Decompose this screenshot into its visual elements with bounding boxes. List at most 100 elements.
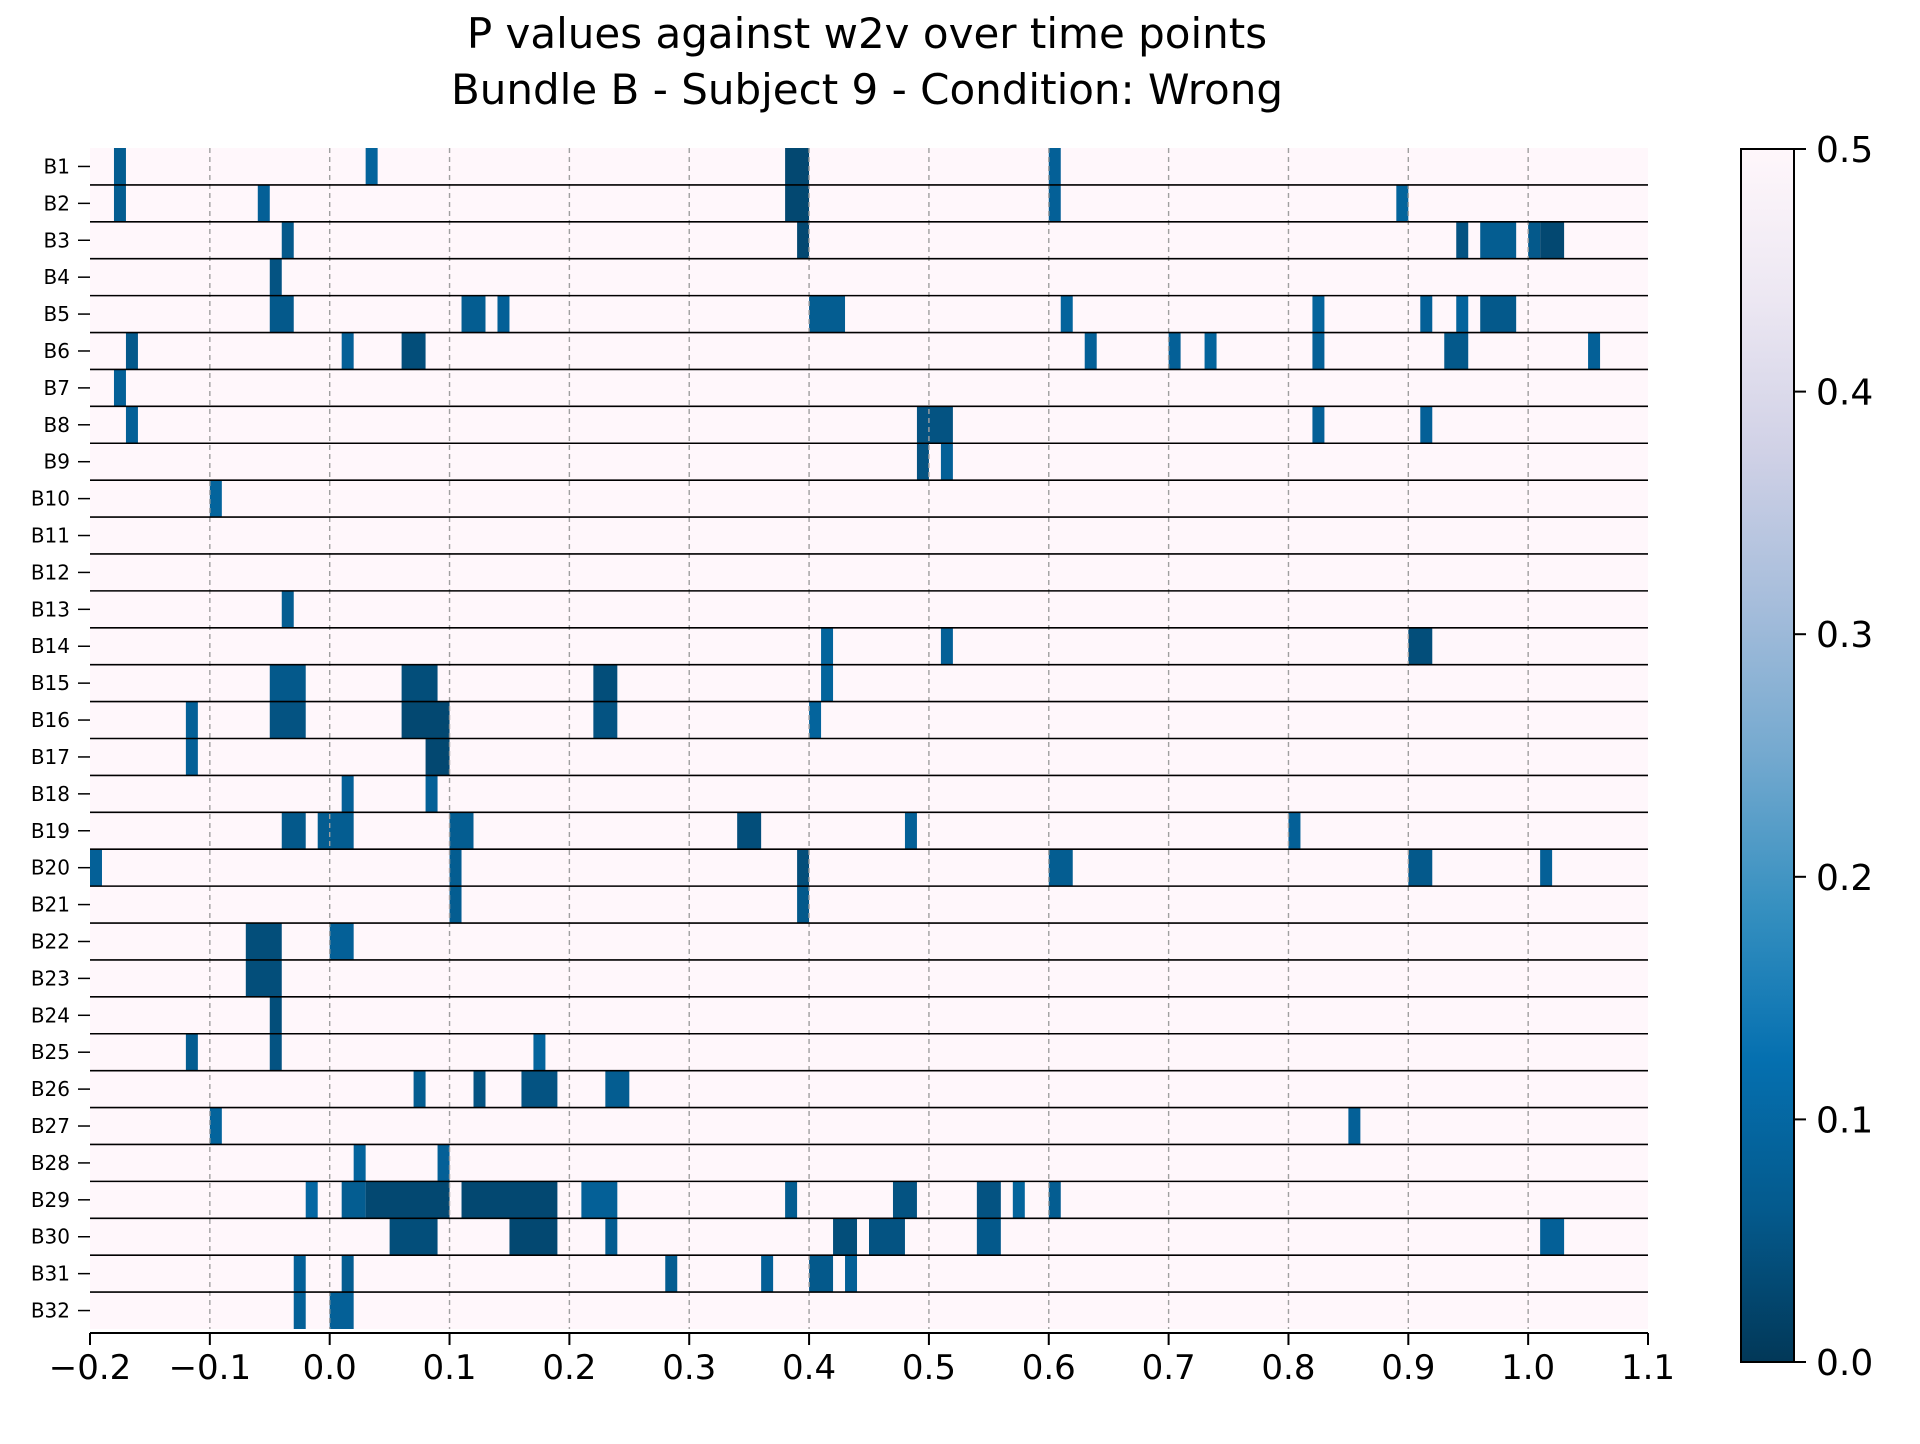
colorbar: 0.0 0.1 0.2 0.3 0.4 0.5 [1740,130,1873,1384]
heatmap-cell [209,1107,222,1145]
heatmap-cell [809,701,822,739]
heatmap-cell [1312,406,1325,444]
x-tick-label: 0.8 [1261,1348,1315,1388]
heatmap-cell [869,1218,905,1256]
heatmap-cell [1540,1218,1565,1256]
heatmap-cell [809,1255,834,1293]
heatmap-cell [245,923,282,960]
heatmap-cell [940,627,953,665]
x-tick-label: 0.9 [1381,1348,1435,1388]
chart-title: P values against w2v over time points [467,9,1267,58]
heatmap-cell [113,148,126,185]
y-tick-label: B4 [44,265,70,289]
heatmap-cell [329,1292,354,1329]
y-tick-label: B1 [44,154,70,178]
y-tick-label: B16 [31,708,70,732]
heatmap-cell [113,184,126,222]
heatmap-cell [413,1070,426,1108]
y-tick-label: B27 [31,1114,70,1138]
heatmap-cell [737,812,762,850]
colorbar-gradient [1740,148,1795,1363]
y-tick-label: B30 [31,1225,70,1249]
y-tick-label: B3 [44,228,70,252]
heatmap-cell [329,923,354,960]
row-background [90,627,1648,665]
heatmap-cell [269,996,282,1034]
heatmap-cell [1012,1181,1025,1219]
heatmap-cell [125,406,138,444]
x-tick-label: −0.2 [49,1348,132,1388]
heatmap-cell [509,1218,558,1256]
heatmap-cell [185,701,198,739]
heatmap-cell [1312,295,1325,333]
y-tick-label: B23 [31,966,70,990]
heatmap-cell [581,1181,618,1219]
heatmap-cell [497,295,510,333]
heatmap-cell [892,1181,917,1219]
heatmap-cell [317,812,354,850]
heatmap-cell [1396,184,1409,222]
heatmap-cell [1456,221,1469,259]
grid-layer [209,148,1529,1329]
heatmap-cell [916,406,953,444]
heatmap-cell [245,959,282,997]
heatmap-cell [845,1255,858,1293]
y-tick-label: B19 [31,819,70,843]
row-background [90,221,1648,259]
heatmap-cell [785,148,810,185]
heatmap-cell [1204,332,1217,370]
heatmap-cell [461,295,486,333]
heatmap-cell [1540,849,1553,887]
y-tick-label: B8 [44,413,70,437]
heatmap-cell [185,1033,198,1071]
x-tick-label: 0.2 [542,1348,596,1388]
row-background [90,148,1648,185]
heatmap-cell [401,332,426,370]
x-tick-label: −0.1 [169,1348,252,1388]
heatmap-cell [785,184,810,222]
heatmap-cell [1408,849,1433,887]
heatmap-cell [1048,849,1073,887]
heatmap-cell [1456,295,1469,333]
heatmap-cell [365,1181,450,1219]
colorbar-tick-label: 0.5 [1816,130,1873,171]
row-background [90,1181,1648,1219]
heatmap-cell [833,1218,858,1256]
heatmap-cell [401,664,438,702]
heatmap-cell [533,1033,546,1071]
row-background [90,295,1648,333]
row-background [90,590,1648,628]
heatmap-cell [821,627,834,665]
heatmap-cell [605,1070,630,1108]
heatmap-cell [1588,332,1601,370]
heatmap-cell [1288,812,1301,850]
heatmap-cell [389,1218,438,1256]
heatmap-cell [976,1218,1001,1256]
heatmap-cell [461,1181,558,1219]
y-tick-label: B17 [31,745,70,769]
colorbar-tick-label: 0.3 [1816,615,1873,656]
y-tick-label: B31 [31,1262,70,1286]
heatmap-cell [353,1144,366,1182]
y-tick-label: B32 [31,1299,70,1323]
x-tick-label: 1.0 [1501,1348,1555,1388]
colorbar-tick-label: 0.2 [1816,858,1873,899]
heatmap-cell [113,369,126,407]
row-background [90,1292,1648,1329]
row-background [90,258,1648,296]
heatmap-cell [1420,406,1433,444]
heatmap-cell [1420,295,1433,333]
heatmap-cell [425,775,438,813]
heatmap-cell [281,812,306,850]
heatmap-cell [449,849,462,887]
heatmap-cell [821,664,834,702]
row-background [90,701,1648,739]
y-tick-label: B15 [31,671,70,695]
row-background [90,1144,1648,1182]
heatmap-cell [1060,295,1073,333]
heatmap-cell [473,1070,486,1108]
y-tick-label: B25 [31,1040,70,1064]
row-background [90,849,1648,887]
row-background [90,553,1648,591]
heatmap-cell [797,221,810,259]
